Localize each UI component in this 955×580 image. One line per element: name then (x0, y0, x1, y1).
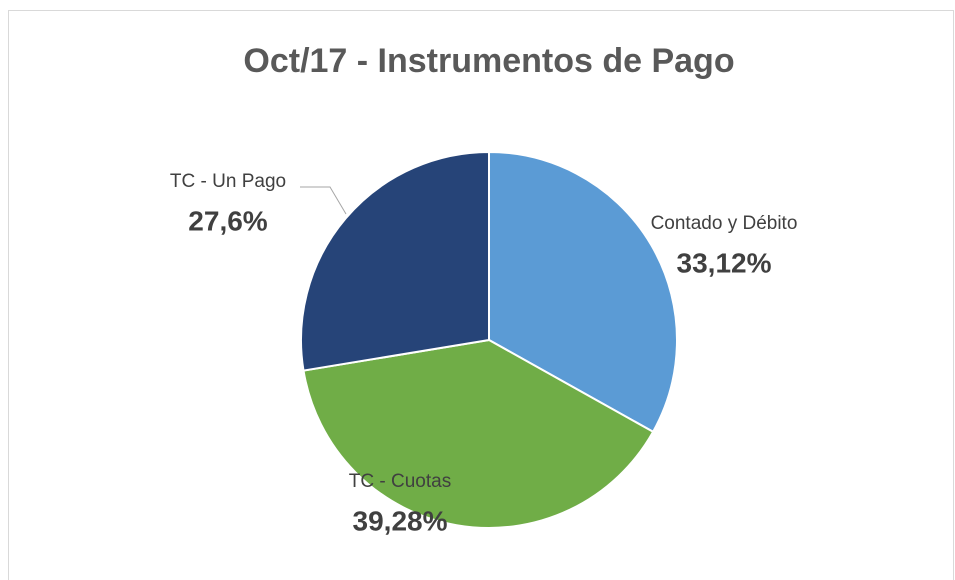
slice-value-label: 27,6% (188, 205, 267, 236)
chart-title: Oct/17 - Instrumentos de Pago (243, 42, 734, 80)
leader-line (300, 186, 347, 215)
pie-slice (302, 338, 655, 529)
slice-label: TC - Un Pago (170, 171, 286, 192)
slice-label: Contado y Débito (651, 213, 798, 234)
pie-slice (488, 150, 678, 434)
slice-value-label: 33,12% (677, 247, 772, 278)
pie-slice (300, 150, 490, 372)
slice-label: TC - Cuotas (349, 471, 451, 492)
slice-value-label: 39,28% (353, 505, 448, 536)
